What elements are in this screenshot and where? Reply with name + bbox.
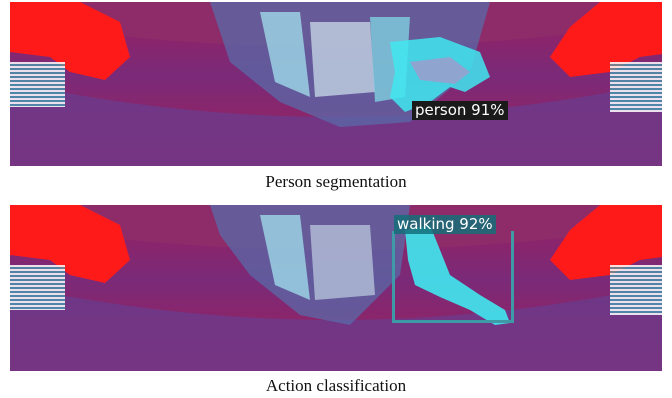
walking-detection-label: walking 92% bbox=[394, 215, 496, 234]
person-detection-label: person 91% bbox=[412, 101, 508, 120]
action-scene bbox=[10, 205, 662, 371]
action-image: walking 92% bbox=[10, 205, 662, 371]
action-caption: Action classification bbox=[265, 376, 407, 395]
segmentation-caption: Person segmentation bbox=[265, 172, 407, 191]
segmentation-scene bbox=[10, 2, 662, 166]
segmentation-image: person 91% bbox=[10, 2, 662, 166]
walking-bounding-box bbox=[392, 231, 514, 323]
